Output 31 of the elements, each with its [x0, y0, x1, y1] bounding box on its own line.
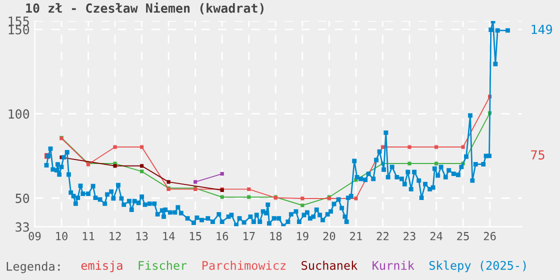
- text: 75: [531, 150, 544, 160]
- text: Parchimowicz: [202, 260, 286, 270]
- legend-title: Legenda:: [6, 262, 60, 274]
- chart-title: 10 zł - Czesław Niemen (kwadrat): [26, 2, 264, 14]
- text: Suchanek: [302, 260, 358, 270]
- x-tick-label: 24: [430, 232, 442, 240]
- x-tick-label: 20: [323, 232, 336, 240]
- text: emisja: [81, 260, 122, 272]
- text: 149: [532, 24, 552, 34]
- x-tick-label: 11: [82, 232, 94, 240]
- x-tick-label: 12: [110, 232, 121, 240]
- x-tick-label: 10: [56, 232, 68, 240]
- x-tick-label: 25: [457, 232, 469, 240]
- y-tick-label: 33: [16, 222, 29, 232]
- x-tick-label: 23: [404, 232, 416, 240]
- text: Sklepy (2025-): [429, 260, 526, 272]
- x-tick-label: 09: [28, 232, 41, 240]
- x-tick-label: 15: [190, 232, 202, 240]
- x-tick-label: 18: [270, 232, 282, 240]
- x-tick-label: 22: [376, 232, 388, 240]
- x-tick-label: 14: [163, 232, 175, 240]
- x-tick-label: 13: [136, 232, 148, 240]
- y-tick-label: 50: [16, 194, 30, 204]
- text: Kurnik: [372, 260, 414, 270]
- x-tick-label: 19: [297, 232, 308, 240]
- x-tick-label: 16: [216, 232, 228, 240]
- y-tick-label: 100: [8, 109, 30, 119]
- text: Fischer: [138, 260, 187, 270]
- x-tick-label: 21: [350, 232, 362, 240]
- x-tick-label: 26: [484, 232, 496, 240]
- x-tick-label: 17: [244, 232, 255, 240]
